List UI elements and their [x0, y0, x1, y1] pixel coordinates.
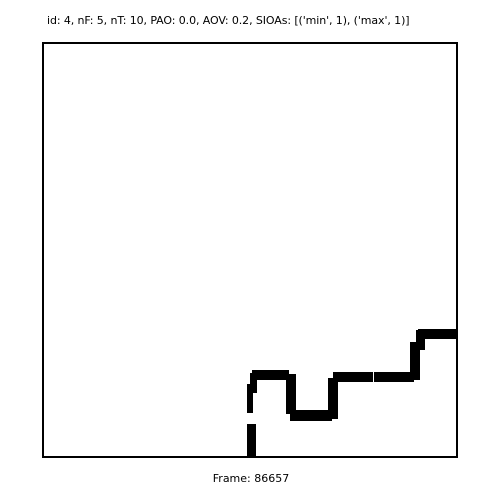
- frame-counter-label: Frame: 86657: [212, 472, 290, 485]
- path-segment: [328, 378, 338, 419]
- header-info-text: id: 4, nF: 5, nT: 10, PAO: 0.0, AOV: 0.2…: [47, 14, 410, 27]
- path-segment: [247, 424, 256, 456]
- path-segment: [247, 384, 253, 413]
- path-segment: [416, 330, 425, 350]
- path-segment: [410, 342, 420, 380]
- path-segment: [286, 374, 296, 414]
- path-segment: [252, 370, 289, 380]
- path-segment: [418, 329, 456, 339]
- path-segment: [250, 373, 257, 393]
- terrain-path-drawing: [247, 329, 456, 456]
- game-canvas: [42, 42, 458, 458]
- path-segment: [290, 410, 332, 421]
- path-segment: [333, 372, 373, 382]
- path-segment: [374, 372, 414, 382]
